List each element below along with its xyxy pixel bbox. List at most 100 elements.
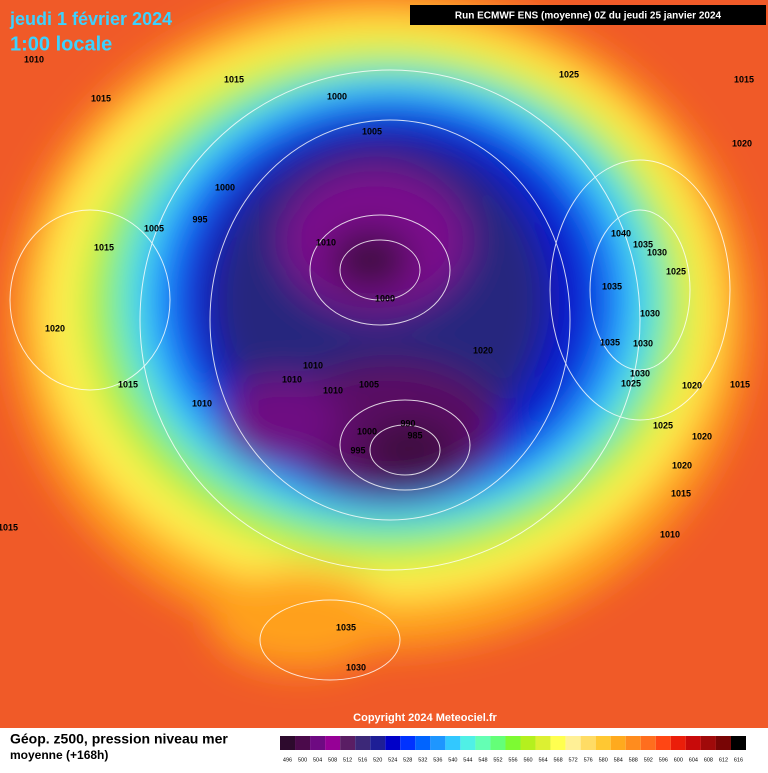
isobar-label: 1020 [682,380,702,390]
scale-swatch [310,736,326,750]
isobar-label: 1015 [734,74,754,84]
scale-label: 536 [433,757,442,763]
isobar-label: 1020 [732,138,752,148]
time: 1:00 locale [10,33,112,55]
scale-label: 564 [538,757,547,763]
scale-swatch [445,736,461,750]
isobar-label: 1010 [192,398,212,408]
scale-swatch [625,736,641,750]
scale-swatch [490,736,506,750]
scale-label: 588 [629,757,638,763]
scale-label: 568 [554,757,563,763]
isobar-label: 1035 [633,239,653,249]
footer-title: Géop. z500, pression niveau mer [10,731,228,747]
scale-label: 584 [614,757,623,763]
isobar-label: 1030 [630,368,650,378]
isobar-label: 1035 [336,622,356,632]
isobar-label: 1025 [559,69,579,79]
scale-swatch [700,736,716,750]
scale-label: 592 [644,757,653,763]
scale-swatch [475,736,491,750]
scale-swatch [535,736,551,750]
isobar-label: 1000 [327,91,347,101]
map-field [0,0,768,728]
isobar-label: 1015 [224,74,244,84]
isobar-label: 1015 [94,242,114,252]
isobar-label: 1030 [633,338,653,348]
scale-label: 520 [373,757,382,763]
scale-label: 544 [463,757,472,763]
isobar-label: 995 [350,445,365,455]
scale-label: 496 [283,757,292,763]
isobar-labels: 1010 1015 1015 1000 1025 1015 1005 1020 1000 995 1… [0,54,754,672]
isobar-label: 1020 [672,460,692,470]
isobar-label: 1010 [316,237,336,247]
scale-swatch [460,736,476,750]
scale-label: 532 [418,757,427,763]
scale-label: 524 [388,757,397,763]
scale-label: 548 [478,757,487,763]
scale-swatch [640,736,656,750]
scale-swatch [730,736,746,750]
isobar-label: 1020 [692,431,712,441]
scale-swatch [685,736,701,750]
isobar-label: 1035 [602,281,622,291]
isobar-label: 1000 [375,293,395,303]
scale-swatch [565,736,581,750]
scale-swatch [610,736,626,750]
isobar-label: 1040 [611,228,631,238]
isobar-label: 985 [407,430,422,440]
scale-label: 504 [313,757,322,763]
scale-label: 580 [599,757,608,763]
scale-swatch [295,736,311,750]
isobar-label: 1030 [346,662,366,672]
scale-label: 540 [448,757,457,763]
isobar-label: 1005 [359,379,379,389]
scale-label: 556 [508,757,517,763]
footer-subtitle: moyenne (+168h) [10,748,108,762]
isobar-label: 1010 [282,374,302,384]
color-scale: 496 500 504 508 512 516 520 524 528 532 536 540 544 5… [280,736,746,763]
scale-label: 512 [343,757,352,763]
isobar-label: 1030 [640,308,660,318]
isobar-label: 1005 [144,223,164,233]
scale-swatch [430,736,446,750]
scale-label: 528 [403,757,412,763]
isobar-label: 1025 [653,420,673,430]
isobar-label: 1020 [473,345,493,355]
run-info: Run ECMWF ENS (moyenne) 0Z du jeudi 25 j… [455,11,722,22]
scale-label: 552 [493,757,502,763]
scale-swatch [550,736,566,750]
isobar-label: 995 [192,214,207,224]
isobar-label: 1010 [660,529,680,539]
scale-label: 560 [523,757,532,763]
isobar-label: 1015 [671,488,691,498]
scale-swatch [595,736,611,750]
scale-swatch [670,736,686,750]
isobar-label: 1015 [91,93,111,103]
scale-swatch [520,736,536,750]
date: jeudi 1 février 2024 [9,9,172,29]
isobar-label: 1010 [24,54,44,64]
isobar-label: 1025 [666,266,686,276]
scale-swatch [580,736,596,750]
scale-swatch [415,736,431,750]
isobar-label: 1015 [0,522,18,532]
isobar-label: 1035 [600,337,620,347]
isobar-label: 1030 [647,247,667,257]
scale-label: 500 [298,757,307,763]
scale-label: 604 [689,757,698,763]
isobar-label: 1010 [303,360,323,370]
isobar-label: 1025 [621,378,641,388]
scale-label: 608 [704,757,713,763]
scale-label: 600 [674,757,683,763]
scale-swatch [505,736,521,750]
scale-swatch [340,736,356,750]
scale-swatch [370,736,386,750]
scale-label: 616 [734,757,743,763]
scale-swatch [325,736,341,750]
scale-swatch [355,736,371,750]
scale-label: 576 [584,757,593,763]
